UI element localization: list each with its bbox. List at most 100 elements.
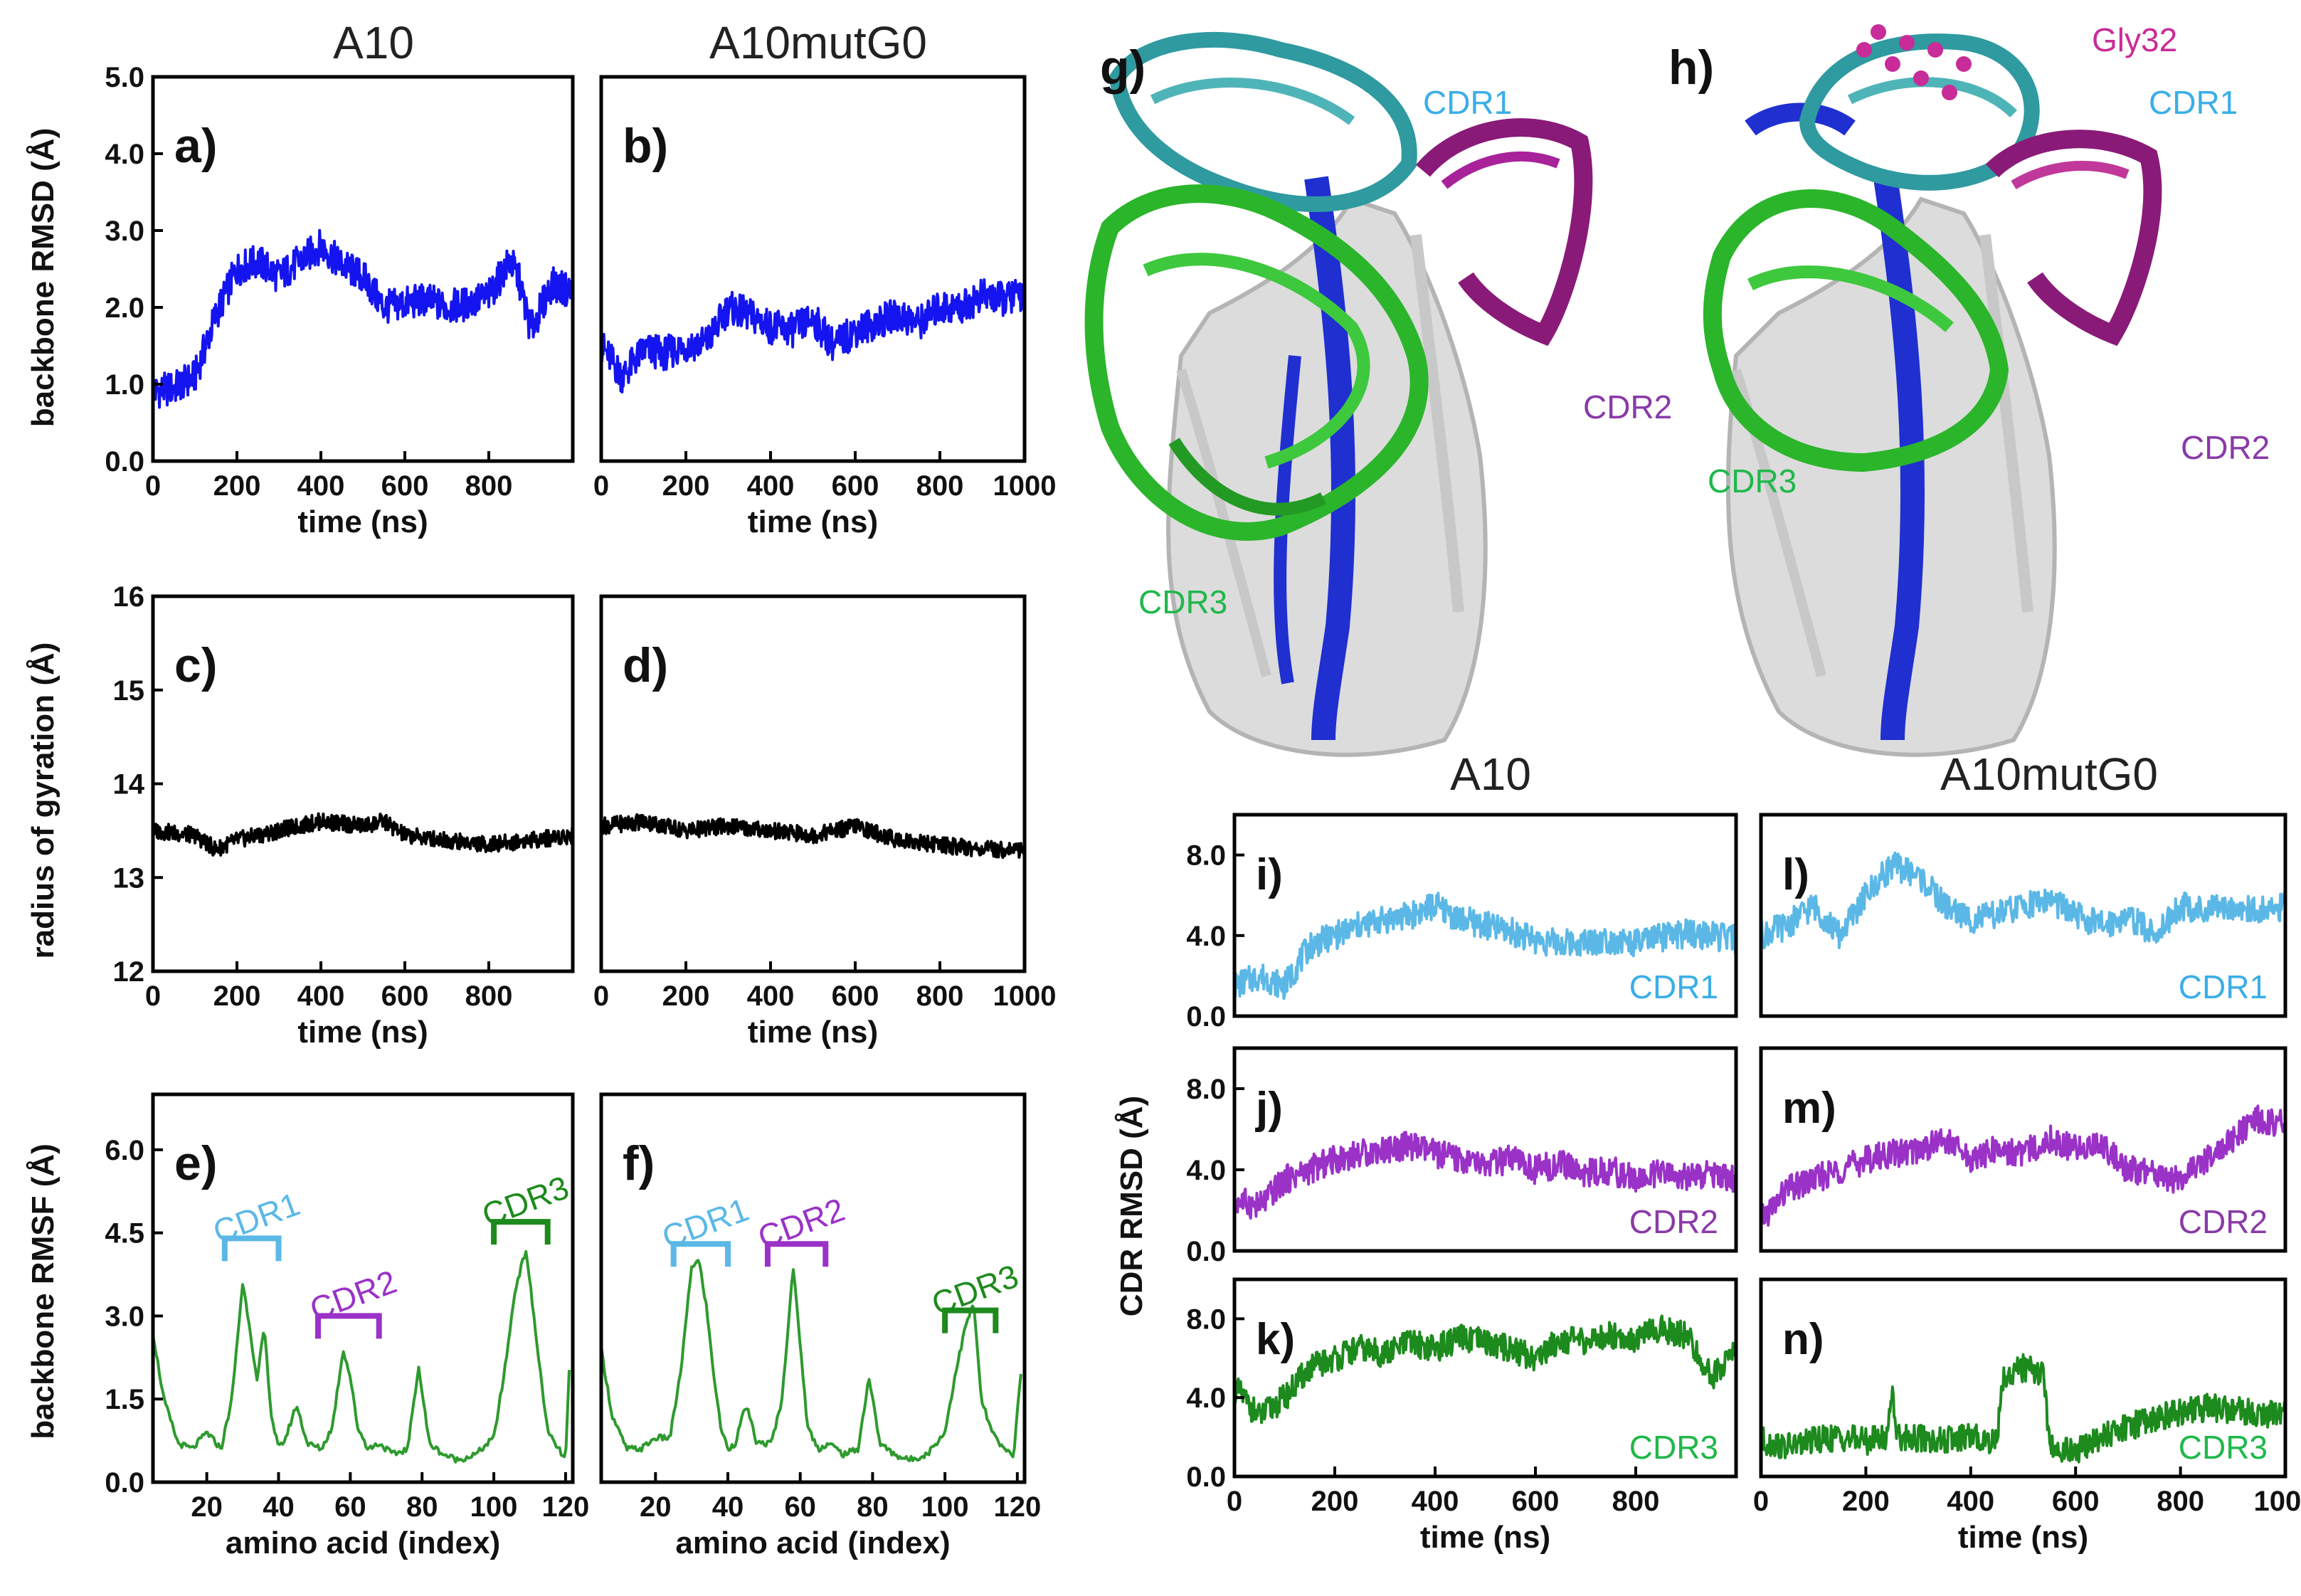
y-tick-label-j: 0.0 [1186, 1236, 1226, 1267]
x-axis-label-c: time (ns) [297, 1015, 428, 1050]
x-tick-label-b: 800 [916, 470, 964, 502]
x-tick-label-n: 600 [2052, 1486, 2100, 1517]
plot-frame-e [151, 1092, 575, 1484]
label-cdr1-g: CDR1 [1423, 84, 1512, 121]
label-cdr2-g: CDR2 [1583, 389, 1672, 426]
scaffold-strand-g1 [1176, 368, 1271, 677]
y-tick-label-c: 14 [113, 769, 145, 800]
series-line-j [1233, 1131, 1737, 1220]
plot-frame-i [1232, 813, 1738, 1018]
x-tick-label-a: 400 [297, 470, 345, 502]
y-tick-label-e: 3.0 [105, 1301, 144, 1332]
cdr3-loop-h [1703, 189, 2009, 472]
y-tick-label-a: 1.0 [105, 369, 144, 401]
series-line-n [1760, 1353, 2287, 1464]
y-tick-label-i: 4.0 [1186, 921, 1226, 952]
x-tick-label-k: 400 [1412, 1486, 1459, 1517]
y-tick-label-i: 0.0 [1186, 1001, 1226, 1032]
x-tick-label-d: 200 [662, 981, 710, 1012]
plot-frame-b [599, 75, 1027, 463]
plot-frame-j [1232, 1046, 1738, 1253]
strand-blue-g2 [1274, 355, 1301, 685]
chart-panel-n: 0 200 400 600 800 1000 time (ns) n) CDR3 [1753, 1277, 2301, 1555]
x-tick-label-a: 600 [381, 470, 429, 502]
panel-label-k: k) [1256, 1315, 1295, 1364]
y-tick-label-e: 0.0 [105, 1467, 144, 1499]
cdr3-loop-g [1084, 184, 1429, 541]
panel-label-n: n) [1782, 1315, 1824, 1364]
plot-frame-d [599, 594, 1027, 973]
cdr1-loop-g [1109, 31, 1417, 212]
x-tick-label-a: 800 [465, 470, 513, 502]
x-tick-label-b: 200 [662, 470, 710, 502]
gly32-atom [1942, 85, 1957, 100]
cdr1-loop-h2 [1847, 77, 2017, 118]
chart-panel-l: l) CDR1 [1759, 813, 2287, 1018]
x-tick-label-e: 80 [406, 1491, 438, 1523]
cdr-bracket-e [221, 1235, 282, 1262]
y-tick-label-j: 4.0 [1186, 1155, 1226, 1186]
x-tick-label-f: 100 [921, 1491, 969, 1523]
strand-blue-h2 [1745, 102, 1856, 136]
chart-panel-m: m) CDR2 [1759, 1046, 2287, 1253]
y-tick-label-k: 0.0 [1186, 1462, 1226, 1493]
structure-render-h: h) Gly32 CDR1 CDR2 CDR3 [1668, 21, 2270, 757]
panel-label-a: a) [174, 119, 217, 173]
panel-label-j: j) [1255, 1084, 1283, 1133]
chart-panel-e: 0.0 1.5 3.0 4.5 6.0 20 40 60 80 100 120 amino acid … [105, 1092, 589, 1560]
series-line-m [1760, 1104, 2287, 1227]
series-line-e [152, 1249, 571, 1464]
cdr2-loop-h2 [2011, 161, 2130, 190]
plot-frame-n [1759, 1277, 2287, 1479]
gly32-atom [1856, 42, 1872, 58]
plot-frame-a [151, 75, 575, 463]
gly32-atom [1871, 24, 1886, 40]
x-axis-label-n: time (ns) [1958, 1520, 2088, 1555]
chart-panel-b: 0 200 400 600 800 1000 time (ns) b) [593, 75, 1056, 539]
gly32-atom [1956, 56, 1972, 72]
series-line-l [1760, 851, 2287, 950]
series-line-a [152, 228, 574, 409]
column-title-a10-left: A10 [333, 17, 414, 68]
gly32-marker-cluster [1856, 24, 1972, 100]
column-title-a10mutg0-right: A10mutG0 [1940, 749, 2158, 800]
x-tick-label-e: 40 [263, 1491, 295, 1523]
y-tick-label-a: 5.0 [105, 62, 144, 93]
x-tick-label-b: 400 [747, 470, 795, 502]
y-tick-label-a: 3.0 [105, 216, 144, 247]
series-line-d [600, 813, 1026, 860]
x-tick-label-f: 20 [640, 1491, 672, 1523]
strand-blue-h [1873, 176, 1925, 741]
panel-label-m: m) [1782, 1084, 1836, 1133]
cdr3-loop-g2 [1143, 253, 1370, 469]
x-tick-label-d: 800 [916, 981, 964, 1012]
y-tick-label-c: 16 [113, 581, 145, 613]
y-tick-label-a: 2.0 [105, 292, 144, 324]
y-tick-label-a: 4.0 [105, 139, 144, 170]
gly32-atom [1899, 35, 1915, 51]
panel-label-l: l) [1782, 850, 1809, 899]
rmsf-y-label: backbone RMSF (Å) [26, 1143, 60, 1439]
y-tick-label-i: 8.0 [1186, 840, 1226, 872]
x-tick-label-a: 200 [213, 470, 261, 502]
cdr-bracket-f [670, 1241, 731, 1267]
x-tick-label-n: 0 [1753, 1486, 1769, 1517]
x-tick-label-n: 400 [1947, 1486, 1994, 1517]
scaffold-strand-h2 [1979, 234, 2033, 613]
cdr-bracket-f [764, 1241, 829, 1267]
rmsd-y-label: backbone RMSD (Å) [26, 128, 60, 427]
column-title-a10-right: A10 [1450, 749, 1531, 800]
series-line-f [600, 1259, 1022, 1462]
x-tick-label-n: 200 [1842, 1486, 1890, 1517]
x-tick-label-c: 0 [145, 981, 161, 1012]
y-tick-label-e: 1.5 [105, 1384, 144, 1415]
x-tick-label-c: 200 [213, 981, 261, 1012]
chart-panel-k: 0.0 4.0 8.0 0 200 400 600 800 time (ns) k) CDR3 [1186, 1277, 1738, 1555]
x-axis-label-d: time (ns) [748, 1015, 878, 1050]
x-tick-label-a: 0 [145, 470, 161, 502]
x-tick-label-k: 200 [1311, 1486, 1359, 1517]
x-tick-label-d: 600 [832, 981, 879, 1012]
label-cdr2-h: CDR2 [2181, 429, 2270, 466]
panel-label-c: c) [174, 638, 217, 692]
